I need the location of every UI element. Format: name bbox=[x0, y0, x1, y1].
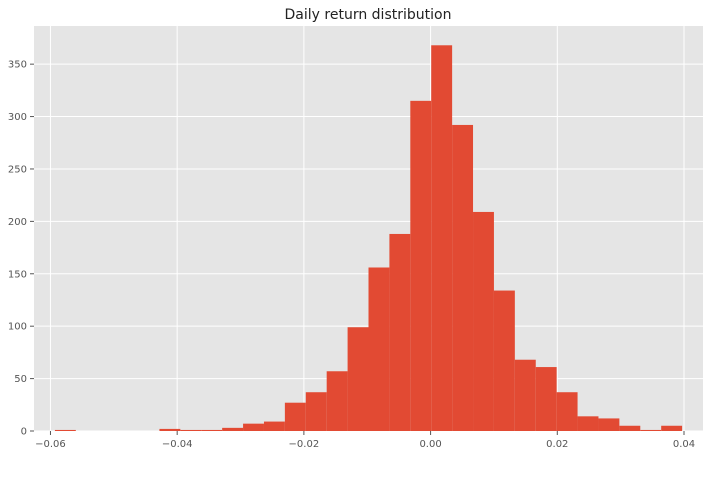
histogram-bar-6 bbox=[180, 429, 202, 431]
y-tick-label-1: 50 bbox=[14, 374, 27, 385]
histogram-bar-28 bbox=[640, 429, 662, 431]
histogram-bar-25 bbox=[577, 416, 599, 431]
x-tick-label-3: 0.00 bbox=[419, 439, 441, 450]
x-tick-label-2: −0.02 bbox=[289, 439, 320, 450]
y-tick-label-0: 0 bbox=[21, 427, 27, 438]
histogram-bar-26 bbox=[598, 418, 620, 431]
y-tick-label-4: 200 bbox=[8, 217, 27, 228]
histogram-bar-10 bbox=[263, 421, 285, 431]
y-axis: 0 50 100 150 200 250 300 350 bbox=[8, 60, 34, 438]
histogram-bar-9 bbox=[243, 423, 264, 431]
y-tick-label-2: 100 bbox=[8, 322, 27, 333]
histogram-bar-7 bbox=[201, 429, 223, 431]
histogram-bars bbox=[54, 45, 683, 432]
histogram-bar-24 bbox=[556, 392, 578, 431]
histogram-bar-15 bbox=[368, 267, 390, 431]
histogram-bar-17 bbox=[410, 100, 432, 431]
histogram-bar-27 bbox=[619, 425, 641, 431]
histogram-bar-11 bbox=[284, 402, 306, 431]
histogram-bar-0 bbox=[54, 429, 76, 431]
x-tick-label-0: −0.06 bbox=[35, 439, 66, 450]
histogram-bar-23 bbox=[535, 367, 557, 431]
histogram-bar-12 bbox=[305, 392, 327, 431]
x-tick-label-4: 0.02 bbox=[546, 439, 568, 450]
y-tick-label-6: 300 bbox=[8, 112, 27, 123]
histogram-bar-20 bbox=[473, 211, 494, 431]
y-tick-label-5: 250 bbox=[8, 164, 27, 175]
histogram-bar-19 bbox=[452, 124, 474, 432]
chart-title: Daily return distribution bbox=[285, 7, 452, 23]
histogram-bar-14 bbox=[347, 327, 369, 431]
histogram-bar-8 bbox=[222, 427, 244, 431]
histogram-bar-18 bbox=[431, 45, 453, 432]
x-tick-label-1: −0.04 bbox=[162, 439, 193, 450]
histogram-bar-22 bbox=[514, 359, 536, 431]
histogram-bar-29 bbox=[661, 425, 683, 431]
histogram-bar-5 bbox=[159, 428, 181, 431]
x-tick-label-5: 0.04 bbox=[673, 439, 695, 450]
x-axis: −0.06 −0.04 −0.02 0.00 0.02 0.04 bbox=[35, 431, 695, 450]
y-tick-label-3: 150 bbox=[8, 269, 27, 280]
y-tick-label-7: 350 bbox=[8, 60, 27, 71]
histogram-bar-16 bbox=[389, 233, 411, 431]
histogram-bar-21 bbox=[493, 290, 515, 431]
histogram-bar-13 bbox=[326, 371, 348, 431]
